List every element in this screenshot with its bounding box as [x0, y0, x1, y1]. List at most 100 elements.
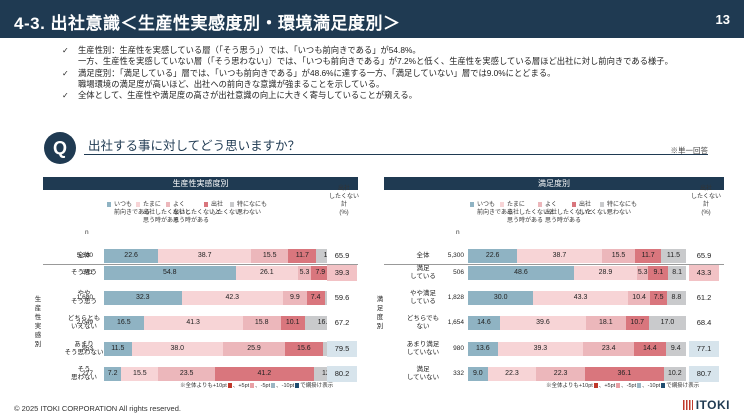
panel-title: 満足度別 [384, 177, 724, 190]
highlight-footnote: ※全体よりも+10pt 、+5pt 、-5pt 、-10pt で網掛け表示 [546, 381, 699, 389]
stacked-bar: 32.342.39.97.48.1 [104, 291, 344, 305]
logo-mark-icon [682, 400, 693, 410]
row-total: 39.3 [327, 265, 357, 281]
footnote-text: 、+5pt [232, 383, 250, 389]
slide-title: 4-3. 出社意識＜生産性実感度別・環境満足度別＞ [14, 14, 401, 33]
legend-item: たまに 出社したくないと 思う時がある [136, 201, 191, 225]
legend-label: たまに 出社したくないと 思う時がある [143, 202, 192, 224]
row-label: 全体 [416, 252, 430, 259]
footnote-swatch [250, 383, 255, 389]
bar-segment: 9.9 [283, 291, 307, 305]
legend-swatch [136, 202, 140, 207]
legend-swatch [166, 202, 170, 207]
row-total: 80.2 [327, 366, 357, 382]
row-label: あまり そう思わない [64, 341, 104, 356]
bar-segment: 5.3 [298, 266, 311, 280]
footnote-swatch [295, 383, 300, 389]
bullet-item: 職場環境の満足度が高いほど、出社への前向きな意識が強まることを示している。 [78, 78, 385, 89]
footnote-text: で網掛け表示 [300, 383, 334, 389]
bar-segment: 22.3 [536, 367, 585, 381]
row-n: 5,300 [447, 252, 464, 259]
bar-segment: 9.0 [468, 367, 488, 381]
legend-item: 特になにも 思わない [230, 201, 267, 217]
bar-segment: 7.9 [310, 266, 330, 280]
bar-segment: 15.8 [242, 316, 281, 330]
stacked-bar: 22.638.715.511.711.5 [104, 249, 344, 263]
row-n: 277 [82, 370, 93, 377]
row-n: 506 [453, 269, 464, 276]
row-total: 65.9 [689, 248, 719, 264]
bar-segment: 23.5 [158, 367, 215, 381]
footnote-text: 、+5pt [598, 383, 616, 389]
footnote-text: で網掛け表示 [666, 383, 700, 389]
legend-item: 出社 したくない [204, 201, 241, 217]
bar-segment: 9.1 [648, 266, 669, 280]
bar-segment: 11.7 [288, 249, 317, 263]
bar-segment: 30.0 [468, 291, 534, 305]
bar-segment: 8.8 [666, 291, 686, 305]
legend-swatch [572, 202, 576, 207]
bar-segment: 7.4 [306, 291, 325, 305]
bar-segment: 5.3 [636, 266, 649, 280]
bar-segment: 41.2 [214, 367, 314, 381]
bar-segment: 54.8 [104, 266, 236, 280]
overall-divider [43, 264, 358, 265]
row-n: 1,680 [76, 294, 93, 301]
page-number: 13 [715, 12, 730, 27]
bar-segment: 39.6 [499, 316, 587, 330]
bar-segment: 10.7 [625, 316, 649, 330]
bar-segment: 41.3 [143, 316, 243, 330]
bar-segment: 11.5 [104, 342, 132, 356]
panel-title: 生産性実感度別 [43, 177, 358, 190]
footnote-text: 、-5pt [621, 383, 637, 389]
footnote-text: 、-10pt [642, 383, 661, 389]
row-label: 満足 していない [406, 366, 440, 381]
footnote-text: ※全体よりも+10pt [546, 383, 593, 389]
row-total: 59.6 [327, 290, 357, 306]
bar-segment: 7.5 [650, 291, 667, 305]
stacked-bar: 13.6 39.3 23.4 14.4 9.4 [468, 342, 686, 356]
row-total: 77.1 [689, 341, 719, 357]
column-header-n: n [456, 229, 460, 236]
bar-segment: 38.7 [517, 249, 602, 263]
copyright: © 2025 ITOKI CORPORATION All rights rese… [14, 404, 181, 413]
row-total: 43.3 [689, 265, 719, 281]
check-icon: ✓ [62, 91, 69, 101]
highlight-footnote: ※全体よりも+10pt 、+5pt 、-5pt 、-10pt で網掛け表示 [180, 381, 333, 389]
legend-swatch [107, 202, 111, 207]
stacked-bar: 16.5 41.3 15.8 10.1 16.3 [104, 316, 344, 330]
row-total: 61.2 [689, 290, 719, 306]
stacked-bar: 54.826.15.37.95.9 [104, 266, 344, 280]
row-label: どちらとも いえない [67, 315, 101, 330]
bar-segment: 14.4 [634, 342, 666, 356]
bar-segment: 8.1 [668, 266, 686, 280]
bar-segment: 23.4 [583, 342, 635, 356]
bar-segment: 22.3 [487, 367, 537, 381]
stacked-bar: 7.215.523.541.212.6 [104, 367, 344, 381]
bullet-item: 一方、生産性を実感していない層（「そう思わない」）では、「いつも前向きである」が… [78, 56, 673, 67]
bar-segment: 9.4 [665, 342, 686, 356]
legend-swatch [230, 202, 234, 207]
legend-item: 出社 したくない [572, 201, 609, 217]
row-label: そう思う [71, 269, 97, 276]
bar-segment: 28.9 [573, 266, 637, 280]
bar-segment: 15.5 [251, 249, 289, 263]
group-label: 生産性実感別 [34, 296, 42, 348]
legend-item: いつも 前向きである [107, 201, 150, 217]
row-label: やや そう思う [71, 290, 97, 305]
bar-segment: 43.3 [533, 291, 628, 305]
bar-segment: 15.5 [121, 367, 159, 381]
bar-segment: 13.6 [468, 342, 498, 356]
legend-label: よく 出社したくないと 思う時がある [173, 202, 222, 224]
bar-segment: 22.6 [104, 249, 159, 263]
footnote-text: 、-5pt [255, 383, 271, 389]
bullet-item: ✓ 生産性別：生産性を実感している層（「そう思う」）では、「いつも前向きである」が… [62, 45, 421, 55]
row-n: 980 [453, 345, 464, 352]
bar-segment: 32.3 [104, 291, 182, 305]
bullet-item: ✓ 全体として、生産性や満足度の高さが出社意識の向上に大きく寄与していることが窺え… [62, 90, 418, 101]
row-label: 全体 [77, 252, 91, 259]
bar-segment: 15.5 [601, 249, 636, 263]
bar-segment: 42.3 [181, 291, 284, 305]
bar-segment: 11.5 [660, 249, 686, 263]
